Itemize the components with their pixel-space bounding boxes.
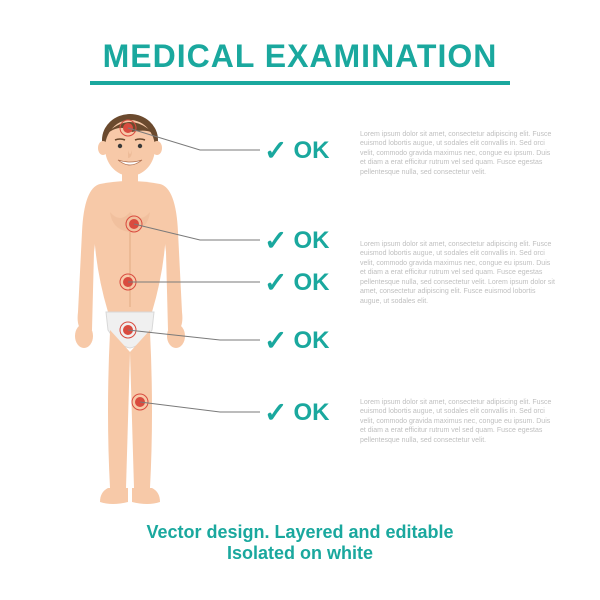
footer-line-1: Vector design. Layered and editable	[0, 522, 600, 543]
check-icon: ✓	[264, 134, 287, 167]
ok-text: OK	[293, 327, 329, 355]
title-underline	[90, 81, 510, 85]
ok-status: ✓OK	[264, 266, 329, 299]
ok-text: OK	[293, 399, 329, 427]
description-paragraph: Lorem ipsum dolor sit amet, consectetur …	[360, 240, 555, 306]
page-title: MEDICAL EXAMINATION	[0, 0, 600, 75]
description-paragraph: Lorem ipsum dolor sit amet, consectetur …	[360, 398, 555, 445]
ok-text: OK	[293, 269, 329, 297]
ok-text: OK	[293, 137, 329, 165]
check-icon: ✓	[264, 224, 287, 257]
check-icon: ✓	[264, 324, 287, 357]
human-figure	[40, 112, 220, 512]
footer-caption: Vector design. Layered and editable Isol…	[0, 522, 600, 564]
ok-status: ✓OK	[264, 134, 329, 167]
footer-line-2: Isolated on white	[0, 543, 600, 564]
title-text: MEDICAL EXAMINATION	[103, 38, 498, 74]
ok-text: OK	[293, 227, 329, 255]
check-icon: ✓	[264, 396, 287, 429]
description-paragraph: Lorem ipsum dolor sit amet, consectetur …	[360, 130, 555, 177]
check-icon: ✓	[264, 266, 287, 299]
ok-status: ✓OK	[264, 224, 329, 257]
figure-svg	[40, 112, 220, 512]
ok-status: ✓OK	[264, 396, 329, 429]
ok-status: ✓OK	[264, 324, 329, 357]
